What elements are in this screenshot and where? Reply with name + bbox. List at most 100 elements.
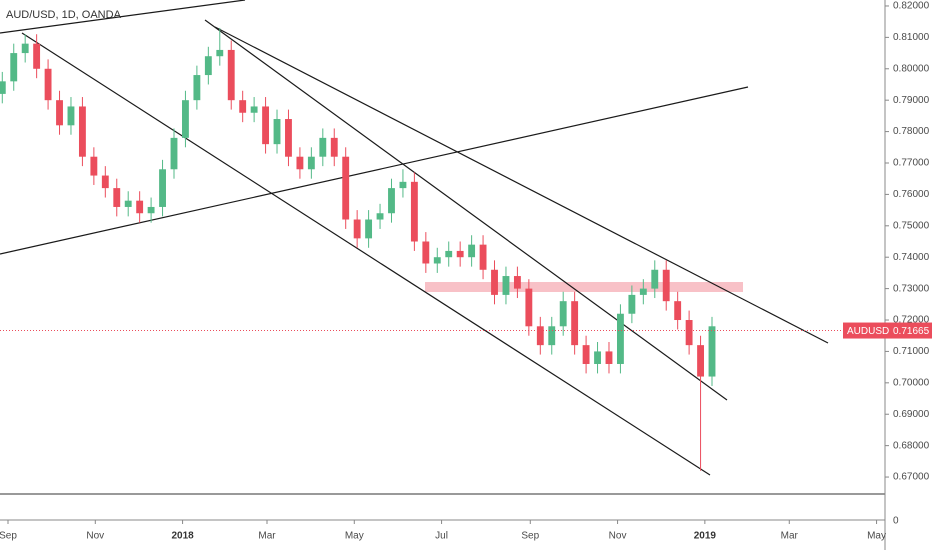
y-tick-label: 0.72000: [893, 315, 930, 326]
candle-body: [376, 213, 384, 220]
candle-body: [56, 100, 63, 126]
y-tick-label: 0.71000: [893, 346, 930, 357]
candle-body: [21, 43, 29, 54]
x-tick-label: Mar: [258, 531, 276, 542]
trend-line: [204, 19, 728, 401]
candle-body: [67, 106, 75, 126]
candle-body: [159, 169, 166, 207]
candle-body: [204, 56, 212, 76]
candle-body: [296, 156, 304, 170]
candle-body: [594, 351, 601, 364]
lower-pane-tick: 0: [893, 516, 899, 527]
trend-lines: [0, 0, 829, 476]
y-tick-label: 0.75000: [893, 220, 930, 231]
chart-title: AUD/USD, 1D, OANDA: [6, 9, 122, 21]
candle-body: [124, 200, 132, 207]
candle-body: [136, 200, 144, 214]
y-tick-label: 0.73000: [893, 283, 930, 294]
last-price-box: [843, 322, 932, 339]
candle-body: [433, 257, 441, 264]
candle-body: [239, 100, 247, 113]
x-tick-label: Jul: [435, 531, 448, 542]
candle-body: [410, 181, 418, 242]
candle-body: [548, 326, 556, 346]
x-tick-label: Nov: [86, 531, 104, 542]
candle-body: [33, 43, 41, 69]
candle-body: [525, 288, 533, 327]
candle-body: [456, 250, 464, 258]
candle-body: [502, 276, 510, 295]
candle-body: [582, 345, 590, 364]
candle-body: [479, 244, 487, 270]
x-tick-label: Mar: [781, 531, 799, 542]
candle-body: [388, 188, 395, 214]
candle-body: [616, 313, 624, 364]
candle-body: [353, 219, 361, 239]
y-tick-label: 0.81000: [893, 32, 930, 43]
candle-body: [250, 106, 258, 113]
candle-body: [10, 53, 18, 82]
y-tick-label: 0.78000: [893, 126, 930, 137]
y-tick-label: 0.79000: [893, 95, 930, 106]
candle-body: [216, 49, 224, 57]
y-tick-label: 0.80000: [893, 63, 930, 74]
x-tick-label: May: [345, 531, 364, 542]
candle-body: [651, 269, 659, 289]
candle-body: [513, 276, 521, 289]
y-tick-label: 0.77000: [893, 158, 930, 169]
y-tick-label: 0.74000: [893, 252, 930, 263]
candle-body: [468, 244, 476, 258]
candle-body: [0, 81, 6, 94]
y-tick-label: 0.69000: [893, 409, 930, 420]
y-tick-label: 0.82000: [893, 1, 930, 12]
candle-body: [330, 137, 338, 157]
candle-body: [78, 106, 86, 157]
candle-body: [365, 219, 373, 239]
candle-body: [90, 156, 98, 176]
candle-body: [708, 326, 716, 377]
x-tick-label: Nov: [609, 531, 627, 542]
candle-body: [262, 106, 270, 145]
y-tick-label: 0.70000: [893, 377, 930, 388]
candle-body: [44, 68, 52, 101]
candle-body: [399, 181, 407, 189]
candle-body: [273, 119, 281, 145]
candle-body: [227, 49, 235, 101]
candle-body: [170, 137, 178, 170]
candle-body: [685, 320, 693, 346]
trend-line: [0, 0, 246, 34]
candle-body: [422, 241, 430, 264]
candle-body: [491, 269, 498, 295]
candle-body: [559, 301, 567, 327]
candle-body: [285, 119, 292, 157]
x-tick-label: Sep: [521, 531, 539, 542]
candle-body: [113, 188, 121, 207]
candle-body: [193, 75, 201, 101]
candle-body: [536, 326, 544, 346]
candle-body: [445, 250, 453, 258]
candle-body: [571, 301, 579, 346]
y-tick-label: 0.67000: [893, 472, 930, 483]
candle-body: [342, 156, 350, 220]
symbol-label: AUDUSD: [847, 326, 889, 337]
candle-body: [605, 351, 613, 364]
x-tick-label: 2019: [694, 531, 717, 542]
x-tick-label: Sep: [0, 531, 17, 542]
candle-body: [662, 269, 670, 302]
candle-body: [101, 175, 109, 189]
trend-line: [21, 32, 711, 476]
candle-body: [639, 288, 647, 295]
candle-body: [182, 100, 189, 138]
y-tick-label: 0.68000: [893, 440, 930, 451]
trend-line: [214, 26, 829, 344]
candle-body: [307, 156, 315, 170]
candle-body: [697, 345, 704, 377]
x-tick-label: 2018: [171, 531, 194, 542]
candle-body: [628, 294, 636, 314]
resistance-zone: [425, 282, 743, 292]
trend-line: [0, 86, 749, 255]
last-price-label: 0.71665: [893, 326, 930, 337]
candle-body: [674, 301, 682, 321]
